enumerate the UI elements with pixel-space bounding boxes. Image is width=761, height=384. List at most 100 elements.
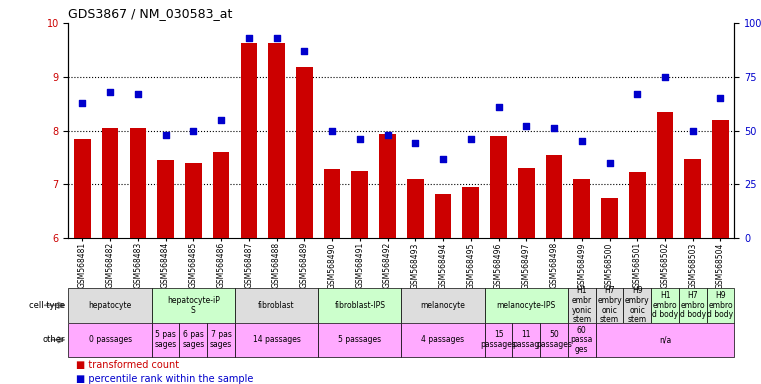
Bar: [213, 152, 229, 238]
Bar: [485, 323, 512, 357]
Bar: [318, 288, 402, 323]
Text: 4 passages: 4 passages: [422, 335, 465, 344]
Text: hepatocyte: hepatocyte: [88, 301, 132, 310]
Bar: [151, 288, 235, 323]
Text: hepatocyte-iP
S: hepatocyte-iP S: [167, 296, 220, 314]
Text: 6 pas
sages: 6 pas sages: [182, 331, 205, 349]
Bar: [129, 128, 146, 238]
Point: [354, 136, 366, 142]
Point: [548, 125, 560, 131]
Point: [575, 138, 587, 144]
Text: 15
passages: 15 passages: [481, 331, 517, 349]
Point: [492, 104, 505, 110]
Bar: [707, 288, 734, 323]
Bar: [268, 43, 285, 238]
Point: [659, 74, 671, 80]
Bar: [601, 198, 618, 238]
Bar: [407, 179, 424, 238]
Text: 5 passages: 5 passages: [338, 335, 381, 344]
Bar: [712, 120, 729, 238]
Point: [243, 35, 255, 41]
Text: H7
embro
d body: H7 embro d body: [680, 291, 705, 319]
Text: other: other: [42, 335, 65, 344]
Bar: [207, 323, 235, 357]
Bar: [596, 288, 623, 323]
Bar: [402, 323, 485, 357]
Point: [631, 91, 643, 97]
Bar: [158, 160, 174, 238]
Point: [104, 89, 116, 95]
Text: 5 pas
sages: 5 pas sages: [154, 331, 177, 349]
Bar: [68, 323, 151, 357]
Bar: [235, 288, 318, 323]
Text: melanocyte: melanocyte: [421, 301, 466, 310]
Bar: [651, 288, 679, 323]
Bar: [323, 169, 340, 238]
Text: ■ percentile rank within the sample: ■ percentile rank within the sample: [76, 374, 253, 384]
Bar: [352, 171, 368, 238]
Point: [409, 141, 422, 147]
Point: [132, 91, 144, 97]
Text: H7
embry
onic
stem: H7 embry onic stem: [597, 286, 622, 324]
Point: [465, 136, 477, 142]
Point: [76, 99, 88, 106]
Point: [437, 156, 449, 162]
Text: melanocyte-IPS: melanocyte-IPS: [497, 301, 556, 310]
Text: H1
embro
d body: H1 embro d body: [652, 291, 678, 319]
Text: cell type: cell type: [29, 301, 65, 310]
Bar: [74, 139, 91, 238]
Text: fibroblast-IPS: fibroblast-IPS: [334, 301, 385, 310]
Bar: [568, 323, 596, 357]
Bar: [623, 288, 651, 323]
Text: H9
embro
d body: H9 embro d body: [708, 291, 734, 319]
Bar: [679, 288, 707, 323]
Bar: [540, 323, 568, 357]
Text: 0 passages: 0 passages: [88, 335, 132, 344]
Point: [160, 132, 172, 138]
Bar: [240, 43, 257, 238]
Point: [326, 127, 338, 134]
Bar: [463, 187, 479, 238]
Point: [298, 48, 310, 54]
Text: 60
passa
ges: 60 passa ges: [571, 326, 593, 354]
Bar: [490, 136, 507, 238]
Bar: [402, 288, 485, 323]
Text: H9
embry
onic
stem: H9 embry onic stem: [625, 286, 650, 324]
Bar: [318, 323, 402, 357]
Bar: [68, 288, 151, 323]
Point: [686, 127, 699, 134]
Bar: [629, 172, 645, 238]
Bar: [485, 288, 568, 323]
Text: H1
embr
yonic
stem: H1 embr yonic stem: [572, 286, 592, 324]
Point: [715, 95, 727, 101]
Point: [521, 123, 533, 129]
Text: 11
passag: 11 passag: [513, 331, 540, 349]
Bar: [684, 159, 701, 238]
Point: [187, 127, 199, 134]
Bar: [518, 168, 534, 238]
Bar: [151, 323, 180, 357]
Bar: [568, 288, 596, 323]
Bar: [574, 179, 590, 238]
Point: [603, 160, 616, 166]
Point: [215, 117, 228, 123]
Text: GDS3867 / NM_030583_at: GDS3867 / NM_030583_at: [68, 7, 233, 20]
Text: 50
passages: 50 passages: [536, 331, 572, 349]
Text: n/a: n/a: [659, 335, 671, 344]
Bar: [546, 155, 562, 238]
Bar: [102, 128, 119, 238]
Text: fibroblast: fibroblast: [258, 301, 295, 310]
Bar: [657, 112, 673, 238]
Bar: [180, 323, 207, 357]
Text: 14 passages: 14 passages: [253, 335, 301, 344]
Bar: [185, 163, 202, 238]
Point: [270, 35, 282, 41]
Bar: [235, 323, 318, 357]
Bar: [596, 323, 734, 357]
Point: [381, 132, 393, 138]
Bar: [296, 67, 313, 238]
Bar: [512, 323, 540, 357]
Bar: [435, 194, 451, 238]
Bar: [379, 134, 396, 238]
Text: 7 pas
sages: 7 pas sages: [210, 331, 232, 349]
